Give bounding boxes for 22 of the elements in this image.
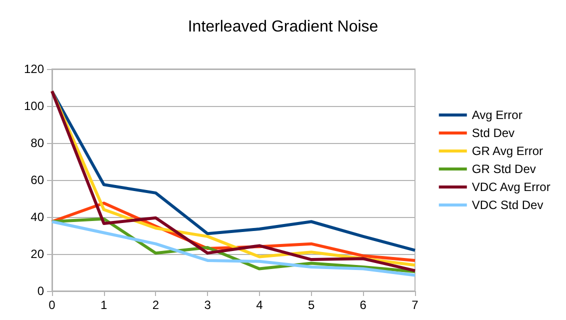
chart-title: Interleaved Gradient Noise (188, 18, 378, 36)
x-tick-label: 4 (256, 298, 264, 312)
legend-label: VDC Avg Error (472, 180, 550, 194)
y-tick-label: 0 (37, 284, 44, 298)
x-tick-label: 3 (204, 298, 212, 312)
x-tick-label: 1 (100, 298, 108, 312)
x-tick-label: 7 (412, 298, 419, 312)
x-tick-label: 0 (48, 298, 56, 312)
x-tick-label: 5 (308, 298, 315, 312)
legend-label: Avg Error (472, 108, 522, 122)
y-tick-label: 60 (30, 173, 44, 187)
y-tick-label: 20 (30, 247, 44, 261)
legend-label: Std Dev (472, 126, 515, 140)
y-tick-label: 40 (30, 210, 44, 224)
x-tick-label: 2 (152, 298, 160, 312)
y-tick-label: 120 (24, 62, 44, 76)
x-tick-label: 6 (360, 298, 367, 312)
legend-label: GR Avg Error (472, 144, 544, 158)
legend-label: VDC Std Dev (472, 198, 544, 212)
y-tick-label: 80 (30, 136, 44, 150)
legend-label: GR Std Dev (472, 162, 536, 176)
y-tick-label: 100 (24, 99, 44, 113)
